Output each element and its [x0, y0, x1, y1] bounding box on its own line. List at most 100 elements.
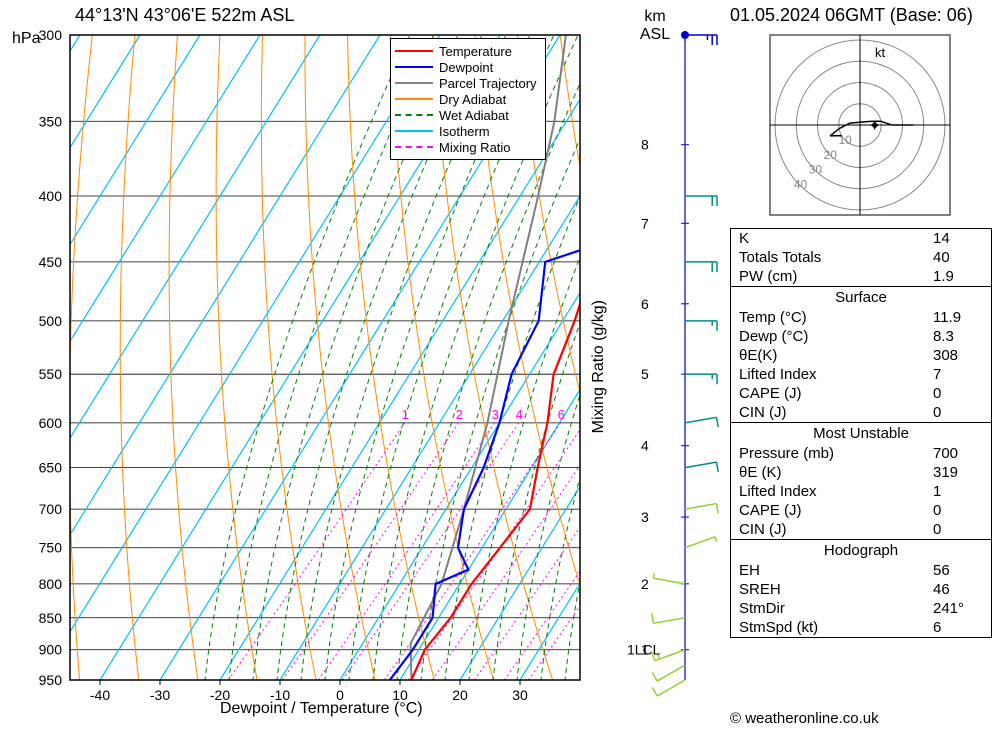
stats-label: Dewp (°C) [739, 328, 933, 345]
svg-text:-30: -30 [150, 687, 170, 703]
svg-text:30: 30 [512, 687, 528, 703]
svg-text:1: 1 [402, 407, 409, 422]
legend-row: Dewpoint [395, 59, 537, 75]
stats-row: StmDir241° [731, 599, 991, 618]
svg-text:3: 3 [641, 509, 649, 525]
legend-row: Wet Adiabat [395, 107, 537, 123]
stats-row: CIN (J)0 [731, 403, 991, 422]
stats-value: 241° [933, 600, 983, 617]
stats-value: 308 [933, 347, 983, 364]
stats-row: Temp (°C)11.9 [731, 308, 991, 327]
stats-value: 0 [933, 502, 983, 519]
stats-label: CIN (J) [739, 404, 933, 421]
svg-text:15: 15 [644, 407, 658, 422]
svg-text:500: 500 [39, 313, 63, 329]
stats-row: CIN (J)0 [731, 520, 991, 539]
svg-text:4: 4 [641, 438, 649, 454]
stats-label: Lifted Index [739, 366, 933, 383]
stats-value: 40 [933, 249, 983, 266]
legend-label: Temperature [439, 44, 512, 59]
stats-row: CAPE (J)0 [731, 501, 991, 520]
stats-row: Pressure (mb)700 [731, 444, 991, 463]
legend-label: Isotherm [439, 124, 490, 139]
stats-label: CAPE (J) [739, 502, 933, 519]
svg-text:650: 650 [39, 460, 63, 476]
svg-text:600: 600 [39, 415, 63, 431]
stats-label: EH [739, 562, 933, 579]
x-axis-label: Dewpoint / Temperature (°C) [220, 700, 423, 718]
stats-label: K [739, 230, 933, 247]
svg-text:400: 400 [39, 188, 63, 204]
svg-text:1LCL: 1LCL [627, 642, 661, 658]
stats-label: StmSpd (kt) [739, 619, 933, 636]
legend-label: Parcel Trajectory [439, 76, 537, 91]
stats-row: Totals Totals40 [731, 248, 991, 267]
svg-text:6: 6 [558, 407, 565, 422]
stats-label: CIN (J) [739, 521, 933, 538]
y-axis-label: hPa [12, 30, 40, 48]
stats-value: 319 [933, 464, 983, 481]
svg-text:6: 6 [641, 296, 649, 312]
stats-label: Temp (°C) [739, 309, 933, 326]
svg-text:✦: ✦ [868, 118, 881, 135]
stats-label: Lifted Index [739, 483, 933, 500]
stats-section-header: Surface [731, 286, 991, 308]
stats-row: CAPE (J)0 [731, 384, 991, 403]
legend-row: Parcel Trajectory [395, 75, 537, 91]
legend-label: Dewpoint [439, 60, 493, 75]
svg-text:20: 20 [674, 407, 688, 422]
stats-label: PW (cm) [739, 268, 933, 285]
svg-text:4: 4 [516, 407, 523, 422]
svg-text:950: 950 [39, 672, 63, 688]
stats-value: 7 [933, 366, 983, 383]
svg-text:30: 30 [809, 163, 823, 177]
stats-section-header: Most Unstable [731, 422, 991, 444]
legend-row: Isotherm [395, 123, 537, 139]
svg-text:8: 8 [582, 407, 589, 422]
svg-text:350: 350 [39, 113, 63, 129]
svg-text:450: 450 [39, 254, 63, 270]
stats-value: 11.9 [933, 309, 983, 326]
stats-value: 1 [933, 483, 983, 500]
svg-text:8: 8 [641, 137, 649, 153]
stats-value: 46 [933, 581, 983, 598]
svg-text:800: 800 [39, 576, 63, 592]
svg-text:300: 300 [39, 27, 63, 43]
stats-row: Dewp (°C)8.3 [731, 327, 991, 346]
stats-value: 700 [933, 445, 983, 462]
stats-value: 8.3 [933, 328, 983, 345]
stats-value: 1.9 [933, 268, 983, 285]
svg-text:850: 850 [39, 610, 63, 626]
svg-text:900: 900 [39, 642, 63, 658]
stats-row: SREH46 [731, 580, 991, 599]
svg-text:20: 20 [452, 687, 468, 703]
stats-section-header: Hodograph [731, 539, 991, 561]
stats-value: 0 [933, 404, 983, 421]
alt-axis-label: km ASL [635, 8, 675, 44]
legend-label: Mixing Ratio [439, 140, 511, 155]
legend-row: Mixing Ratio [395, 139, 537, 155]
legend-label: Wet Adiabat [439, 108, 509, 123]
svg-text:2: 2 [641, 576, 649, 592]
copyright-text: © weatheronline.co.uk [730, 710, 879, 727]
stats-label: StmDir [739, 600, 933, 617]
mixing-ratio-label: Mixing Ratio (g/kg) [590, 300, 608, 433]
stats-value: 6 [933, 619, 983, 636]
svg-text:550: 550 [39, 366, 63, 382]
stats-label: CAPE (J) [739, 385, 933, 402]
stats-row: θE(K)308 [731, 346, 991, 365]
legend-row: Temperature [395, 43, 537, 59]
stats-label: SREH [739, 581, 933, 598]
legend-label: Dry Adiabat [439, 92, 506, 107]
svg-text:3: 3 [492, 407, 499, 422]
stats-value: 0 [933, 521, 983, 538]
hodograph-unit-label: kt [875, 45, 885, 60]
svg-text:5: 5 [641, 366, 649, 382]
svg-text:-40: -40 [90, 687, 110, 703]
stats-label: θE (K) [739, 464, 933, 481]
stats-label: Totals Totals [739, 249, 933, 266]
stats-label: θE(K) [739, 347, 933, 364]
legend: TemperatureDewpointParcel TrajectoryDry … [390, 38, 546, 160]
svg-text:2: 2 [456, 407, 463, 422]
stats-value: 0 [933, 385, 983, 402]
